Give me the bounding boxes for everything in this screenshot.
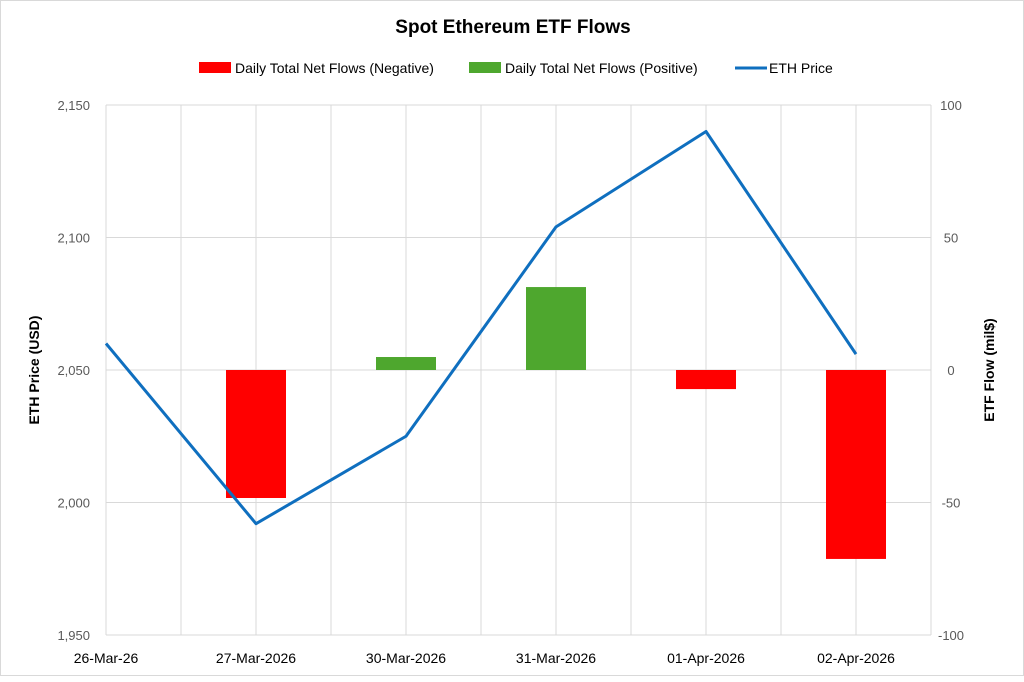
y2-tick-label: -100	[938, 628, 964, 643]
legend-label-positive: Daily Total Net Flows (Positive)	[505, 60, 698, 76]
chart-title: Spot Ethereum ETF Flows	[395, 17, 630, 38]
y2-tick-label: -50	[942, 496, 961, 511]
y2-tick-label: 100	[940, 98, 962, 113]
eth-price-line	[104, 130, 858, 526]
y-axis-label: ETH Price (USD)	[26, 316, 42, 425]
legend-swatch-negative	[199, 62, 231, 73]
legend: Daily Total Net Flows (Negative) Daily T…	[199, 60, 833, 76]
y-tick-label: 1,950	[57, 628, 90, 643]
x-tick-label: 01-Apr-2026	[667, 650, 745, 666]
y2-axis-label: ETF Flow (mil$)	[981, 318, 997, 421]
y-tick-label: 2,050	[57, 363, 90, 378]
y-tick-label: 2,150	[57, 98, 90, 113]
y-tick-label: 2,100	[57, 231, 90, 246]
x-tick-label: 31-Mar-2026	[516, 650, 596, 666]
bar-positive-flow	[376, 357, 436, 370]
y2-tick-label: 0	[947, 363, 954, 378]
x-tick-label: 30-Mar-2026	[366, 650, 446, 666]
bar-negative-flow	[226, 370, 286, 498]
legend-swatch-positive	[469, 62, 501, 73]
bar-negative-flow	[676, 370, 736, 390]
x-tick-label: 27-Mar-2026	[216, 650, 296, 666]
bar-positive-flow	[526, 287, 586, 370]
x-tick-label: 26-Mar-26	[74, 650, 139, 666]
legend-label-price: ETH Price	[769, 60, 833, 76]
y-tick-label: 2,000	[57, 496, 90, 511]
legend-label-negative: Daily Total Net Flows (Negative)	[235, 60, 434, 76]
bar-negative-flow	[826, 370, 886, 559]
x-tick-label: 02-Apr-2026	[817, 650, 895, 666]
y2-tick-label: 50	[944, 231, 958, 246]
